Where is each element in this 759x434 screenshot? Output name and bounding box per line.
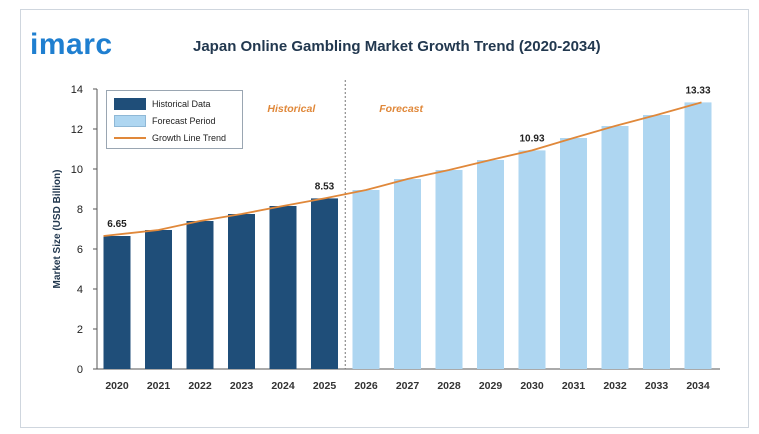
bar-forecast xyxy=(518,150,546,369)
x-tick-label: 2021 xyxy=(147,380,171,392)
x-tick-label: 2027 xyxy=(396,380,420,392)
x-tick-label: 2023 xyxy=(230,380,254,392)
legend-label-trend: Growth Line Trend xyxy=(152,133,227,143)
growth-trend-line xyxy=(103,101,702,237)
imarc-logo: imarc xyxy=(30,28,113,61)
chart-title: Japan Online Gambling Market Growth Tren… xyxy=(193,38,601,55)
bar-forecast xyxy=(560,138,587,369)
bar-forecast xyxy=(394,179,421,369)
legend-label-historical: Historical Data xyxy=(152,99,211,109)
x-tick-label: 2030 xyxy=(520,380,544,392)
y-tick-label: 12 xyxy=(71,124,83,136)
data-label: 13.33 xyxy=(685,85,710,96)
y-axis-title: Market Size (USD Billion) xyxy=(52,170,63,289)
bar-forecast xyxy=(684,102,712,370)
y-tick-label: 10 xyxy=(71,164,83,176)
legend-item-forecast: Forecast Period xyxy=(114,114,216,128)
period-label-forecast: Forecast xyxy=(379,103,423,115)
x-tick-label: 2028 xyxy=(437,380,461,392)
legend-item-trend: Growth Line Trend xyxy=(114,131,226,145)
x-tick-label: 2034 xyxy=(686,380,710,392)
x-tick-label: 2024 xyxy=(271,380,295,392)
x-tick-label: 2033 xyxy=(645,380,669,392)
bar-historical xyxy=(269,206,297,369)
y-tick-label: 6 xyxy=(77,244,83,256)
bar-historical xyxy=(103,236,131,369)
legend: Historical Data Forecast Period Growth L… xyxy=(106,90,243,149)
bar-forecast xyxy=(601,126,629,369)
y-tick-label: 8 xyxy=(77,204,83,216)
bar-historical xyxy=(145,230,172,369)
data-label: 10.93 xyxy=(519,133,544,144)
x-tick-label: 2025 xyxy=(313,380,337,392)
bar-historical xyxy=(228,214,255,369)
data-label: 8.53 xyxy=(315,181,335,192)
y-tick-label: 0 xyxy=(77,364,83,376)
x-tick-label: 2032 xyxy=(603,380,627,392)
bar-forecast xyxy=(435,170,463,369)
legend-swatch-historical xyxy=(114,98,146,110)
x-tick-label: 2022 xyxy=(188,380,212,392)
legend-line-trend xyxy=(114,137,146,139)
bar-historical xyxy=(311,198,338,369)
bar-forecast xyxy=(643,115,670,369)
period-label-historical: Historical xyxy=(267,103,316,115)
y-tick-label: 2 xyxy=(77,324,83,336)
legend-item-historical: Historical Data xyxy=(114,97,211,111)
data-label: 6.65 xyxy=(107,219,127,230)
x-tick-label: 2029 xyxy=(479,380,503,392)
bar-forecast xyxy=(477,160,504,369)
x-tick-label: 2020 xyxy=(105,380,129,392)
bar-forecast xyxy=(352,190,380,369)
x-tick-label: 2026 xyxy=(354,380,378,392)
x-tick-label: 2031 xyxy=(562,380,586,392)
bar-historical xyxy=(186,221,214,369)
y-tick-label: 14 xyxy=(71,84,83,96)
legend-swatch-forecast xyxy=(114,115,146,127)
y-tick-label: 4 xyxy=(77,284,83,296)
legend-label-forecast: Forecast Period xyxy=(152,116,216,126)
